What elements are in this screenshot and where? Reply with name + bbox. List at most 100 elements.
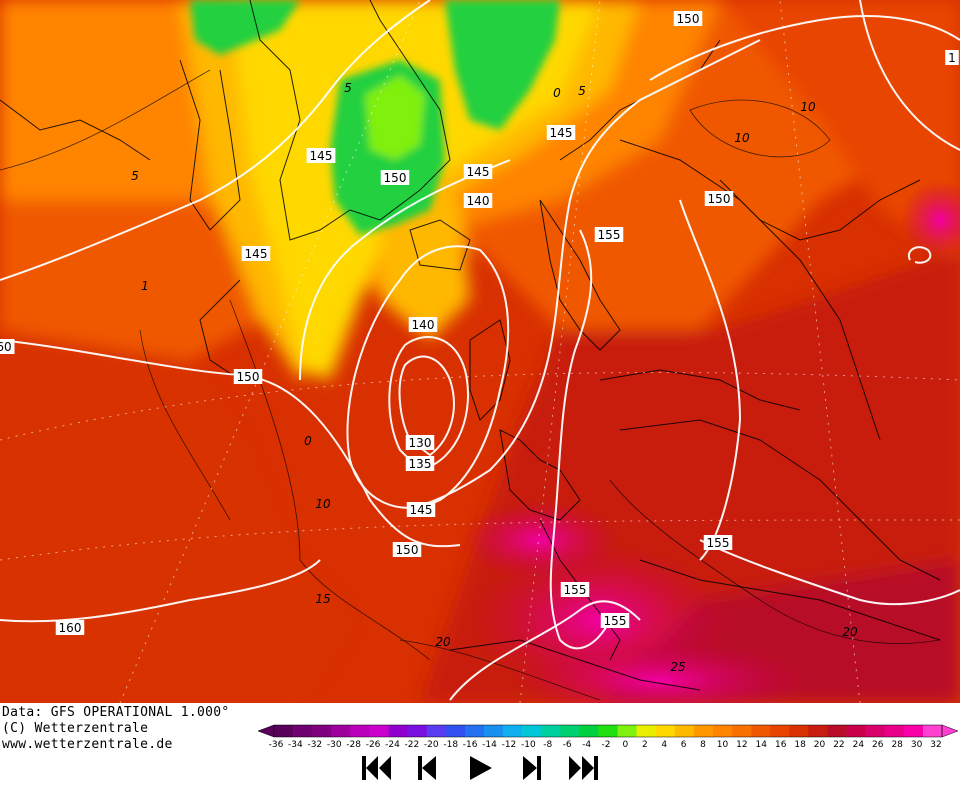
scale-tick-label: -24 [385, 740, 400, 750]
scale-tick-label: -12 [501, 740, 517, 750]
website-link[interactable]: www.wetterzentrale.de [2, 737, 173, 752]
scale-swatch [369, 725, 389, 737]
geopotential-label: 1 [945, 50, 959, 65]
scale-swatch [789, 725, 809, 737]
geopotential-label: 150 [673, 11, 703, 26]
scale-tick-label: 4 [661, 740, 668, 750]
scale-swatch [693, 725, 714, 737]
temperature-label: 5 [131, 169, 139, 183]
scale-tick-label: -2 [601, 740, 611, 750]
scale-border [273, 724, 943, 738]
scale-tick-label: -22 [404, 740, 420, 750]
geopotential-label-text: 150 [396, 543, 419, 557]
scale-swatch [426, 725, 447, 737]
scale-tick-label: -4 [582, 740, 592, 750]
scale-swatch [922, 725, 943, 737]
scale-swatch [579, 725, 599, 737]
geopotential-label: 145 [406, 502, 436, 517]
geopotential-label-text: 130 [409, 436, 432, 450]
scale-tick-label: 6 [680, 740, 687, 750]
temperature-label: 20 [842, 625, 858, 639]
scale-swatch [751, 725, 771, 737]
scale-swatch [865, 725, 886, 737]
scale-tick-label: -10 [520, 740, 536, 750]
geopotential-label: 150 [233, 369, 263, 384]
geopotential-label-text: 145 [245, 247, 268, 261]
geopotential-label: 150 [392, 542, 422, 557]
scale-swatch [274, 725, 294, 737]
scale-swatch [712, 725, 733, 737]
geopotential-label: 135 [405, 456, 435, 471]
color-scale-bar [258, 724, 958, 738]
scale-tick-label: -32 [307, 740, 323, 750]
scale-swatch [770, 725, 790, 737]
footer [0, 703, 960, 789]
geopotential-label-text: 155 [598, 228, 621, 242]
data-source-label: Data: GFS OPERATIONAL 1.000° [2, 705, 230, 720]
scale-swatch [636, 725, 657, 737]
temperature-label: 10 [315, 497, 331, 511]
last-frame-button[interactable] [566, 752, 600, 784]
geopotential-label-text: 135 [409, 457, 432, 471]
skip-back-icon [362, 756, 391, 780]
scale-tick-label: 0 [622, 740, 629, 750]
geopotential-label-text: 140 [412, 318, 435, 332]
geopotential-label-text: 60 [0, 340, 12, 354]
geopotential-label: 140 [463, 193, 493, 208]
geopotential-label-text: 150 [708, 192, 731, 206]
geopotential-label: 155 [703, 535, 733, 550]
scale-tick-label: -18 [443, 740, 459, 750]
scale-arrow-right [941, 724, 958, 738]
temperature-label: 0 [553, 86, 561, 100]
scale-tick-label: -16 [462, 740, 478, 750]
scale-tick-label: 28 [891, 740, 903, 750]
temperature-label: 5 [344, 81, 352, 95]
scale-tick-label: -6 [562, 740, 572, 750]
copyright-label: (C) Wetterzentrale [2, 721, 149, 736]
geopotential-label-text: 150 [384, 171, 407, 185]
scale-tick-label: -30 [326, 740, 342, 750]
scale-swatch [331, 725, 351, 737]
scale-tick-label: 30 [910, 740, 923, 750]
scale-tick-label: 26 [872, 740, 884, 750]
geopotential-label-text: 160 [59, 621, 82, 635]
geopotential-label-text: 150 [237, 370, 260, 384]
next-frame-button[interactable] [519, 752, 547, 784]
scale-swatch [522, 725, 542, 737]
geopotential-label: 150 [704, 191, 734, 206]
scale-swatch [655, 725, 676, 737]
scale-tick-label: -20 [423, 740, 439, 750]
scale-tick-label: 2 [641, 740, 648, 750]
play-button[interactable] [466, 752, 494, 784]
scale-tick-label: -26 [365, 740, 381, 750]
geopotential-label: 150 [380, 170, 410, 185]
previous-frame-button[interactable] [412, 752, 440, 784]
scale-swatch [483, 725, 504, 737]
scale-tick-label: -8 [543, 740, 553, 750]
geopotential-label-text: 145 [550, 126, 573, 140]
geopotential-label: 155 [594, 227, 624, 242]
geopotential-label: 145 [546, 125, 576, 140]
temperature-label: 15 [315, 592, 330, 606]
first-frame-button[interactable] [360, 752, 394, 784]
scale-swatch [350, 725, 370, 737]
temperature-label: 25 [670, 660, 685, 674]
scale-tick-label: 10 [716, 740, 729, 750]
scale-swatch [560, 725, 580, 737]
scale-tick-label: 22 [833, 740, 845, 750]
geopotential-label-text: 150 [677, 12, 700, 26]
geopotential-label: 130 [405, 435, 435, 450]
temperature-label: 10 [734, 131, 750, 145]
geopotential-label: 145 [306, 148, 336, 163]
geopotential-label: 160 [55, 620, 85, 635]
scale-swatch [541, 725, 561, 737]
step-back-icon [418, 756, 436, 780]
scale-tick-label: 18 [794, 740, 806, 750]
geopotential-label: 140 [408, 317, 438, 332]
scale-swatch [846, 725, 866, 737]
scale-swatch [884, 725, 905, 737]
scale-swatch [407, 725, 427, 737]
scale-tick-label: -14 [482, 740, 497, 750]
scale-swatch [674, 725, 695, 737]
scale-tick-label: 24 [852, 740, 865, 750]
